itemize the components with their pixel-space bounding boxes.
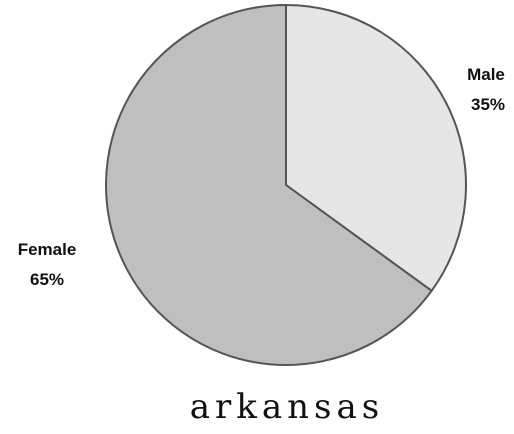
slice-label-female-name: Female <box>18 240 77 259</box>
pie-slice-female <box>105 4 433 366</box>
slice-label-male-value: 35% <box>471 95 505 114</box>
chart-title: arkansas <box>190 387 384 427</box>
slice-label-female-value: 65% <box>30 270 64 289</box>
slice-label-male-name: Male <box>467 65 505 84</box>
pie-slices <box>105 4 467 366</box>
pie-slice-male <box>285 4 467 292</box>
slice-labels: Male 35% Female 65% <box>18 65 505 289</box>
